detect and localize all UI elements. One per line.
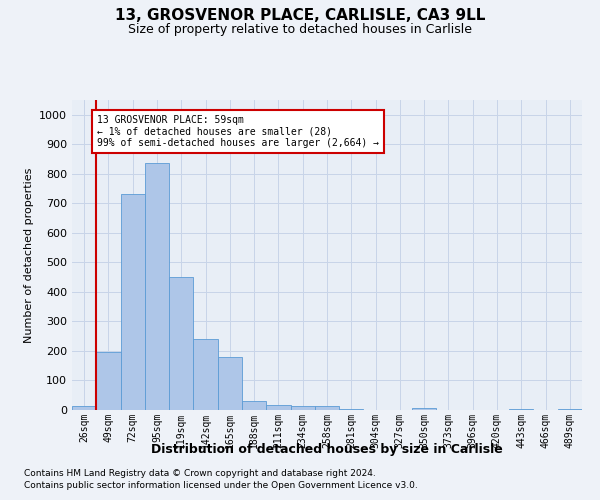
Bar: [509, 408, 533, 410]
Bar: [412, 408, 436, 410]
Bar: [558, 408, 582, 410]
Bar: [290, 406, 315, 410]
Bar: [72, 406, 96, 410]
Bar: [218, 357, 242, 410]
Text: Distribution of detached houses by size in Carlisle: Distribution of detached houses by size …: [151, 442, 503, 456]
Bar: [266, 405, 290, 410]
Bar: [242, 401, 266, 410]
Bar: [145, 164, 169, 410]
Y-axis label: Number of detached properties: Number of detached properties: [23, 168, 34, 342]
Bar: [96, 352, 121, 410]
Text: 13 GROSVENOR PLACE: 59sqm
← 1% of detached houses are smaller (28)
99% of semi-d: 13 GROSVENOR PLACE: 59sqm ← 1% of detach…: [97, 115, 379, 148]
Bar: [169, 277, 193, 410]
Bar: [121, 194, 145, 410]
Bar: [315, 406, 339, 410]
Text: Size of property relative to detached houses in Carlisle: Size of property relative to detached ho…: [128, 22, 472, 36]
Text: Contains HM Land Registry data © Crown copyright and database right 2024.: Contains HM Land Registry data © Crown c…: [24, 468, 376, 477]
Bar: [193, 339, 218, 410]
Bar: [339, 408, 364, 410]
Text: Contains public sector information licensed under the Open Government Licence v3: Contains public sector information licen…: [24, 481, 418, 490]
Text: 13, GROSVENOR PLACE, CARLISLE, CA3 9LL: 13, GROSVENOR PLACE, CARLISLE, CA3 9LL: [115, 8, 485, 22]
